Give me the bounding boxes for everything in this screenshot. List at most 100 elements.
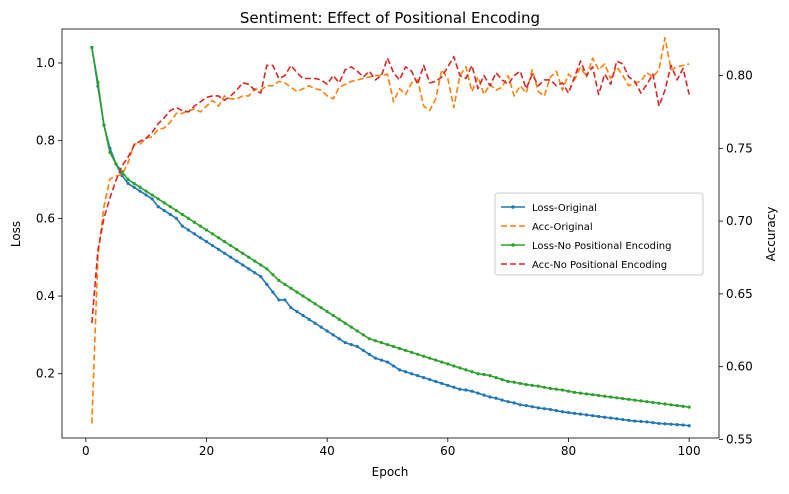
series-point-2 [428, 356, 432, 360]
series-point-2 [669, 403, 673, 407]
series-line-1 [91, 36, 690, 424]
series-point-0 [259, 275, 263, 279]
series-point-2 [295, 290, 299, 294]
series-point-0 [180, 224, 184, 228]
series-point-0 [494, 396, 498, 400]
series-point-0 [639, 419, 643, 424]
series-point-2 [488, 374, 492, 378]
series-point-0 [373, 356, 378, 360]
series-point-2 [216, 236, 221, 240]
series-point-0 [500, 398, 504, 402]
series-point-2 [681, 404, 685, 408]
series-point-0 [253, 271, 257, 275]
series-point-0 [204, 240, 209, 244]
y-tick-label-right: 0.55 [726, 432, 753, 446]
series-point-2 [162, 201, 166, 205]
series-point-0 [554, 409, 559, 413]
series-point-0 [458, 387, 462, 391]
plot-frame [61, 28, 720, 439]
series-point-0 [518, 403, 522, 407]
series-point-2 [422, 354, 426, 358]
series-point-2 [90, 45, 94, 50]
legend-marker [511, 205, 515, 209]
series-point-0 [403, 370, 408, 374]
series-point-0 [132, 185, 136, 189]
series-point-2 [204, 228, 209, 232]
series-point-0 [566, 410, 571, 415]
series-point-2 [186, 216, 190, 220]
series-point-0 [434, 379, 438, 384]
series-point-0 [542, 407, 546, 411]
series-point-2 [464, 368, 468, 372]
series-point-0 [379, 358, 384, 362]
series-point-0 [584, 413, 589, 417]
series-point-0 [289, 306, 293, 310]
legend: Loss-Original Acc-Original Loss-No Positio… [494, 192, 704, 276]
series-point-2 [657, 401, 661, 405]
series-point-2 [663, 402, 667, 406]
series-point-0 [591, 414, 595, 418]
series-point-2 [591, 393, 595, 397]
y-axis-label-left: Loss [9, 221, 23, 247]
series-point-2 [379, 341, 384, 345]
series-point-2 [132, 181, 136, 185]
series-point-0 [657, 421, 661, 426]
y-tick-label-right: 0.65 [726, 287, 753, 301]
series-point-2 [355, 329, 359, 333]
series-point-0 [621, 417, 625, 422]
series-point-2 [458, 366, 462, 370]
series-point-0 [560, 410, 565, 414]
series-point-0 [681, 423, 685, 427]
series-point-2 [313, 302, 317, 306]
series-point-0 [416, 374, 420, 378]
series-point-0 [663, 422, 667, 426]
series-point-2 [222, 240, 227, 244]
series-point-0 [603, 415, 607, 419]
series-point-2 [168, 205, 172, 209]
series-point-2 [307, 298, 311, 302]
series-point-0 [265, 282, 269, 286]
series-point-0 [241, 263, 245, 267]
series-point-2 [138, 185, 142, 189]
series-point-0 [440, 381, 444, 386]
series-point-0 [482, 393, 486, 397]
chart-title: Sentiment: Effect of Positional Encoding [240, 9, 540, 27]
series-point-2 [645, 400, 649, 404]
series-point-0 [530, 405, 534, 409]
series-point-2 [192, 220, 197, 224]
series-point-0 [651, 421, 655, 425]
x-tick-label: 60 [440, 444, 455, 458]
series-point-2 [96, 80, 100, 85]
series-point-2 [476, 372, 480, 376]
series-point-2 [403, 348, 408, 353]
y-tick-label-right: 0.70 [726, 214, 753, 228]
series-point-0 [235, 259, 239, 263]
y-tick-label-right: 0.80 [726, 69, 753, 83]
series-point-0 [597, 414, 601, 419]
series-point-2 [277, 278, 281, 283]
series-point-0 [615, 417, 619, 421]
series-point-0 [572, 411, 577, 415]
series-point-2 [446, 362, 450, 366]
series-point-0 [192, 232, 197, 236]
series-point-0 [627, 418, 631, 422]
series-point-2 [434, 358, 438, 362]
y-tick-label-left: 0.6 [36, 211, 55, 225]
series-point-2 [603, 394, 607, 398]
series-point-0 [277, 298, 281, 302]
series-point-2 [524, 382, 528, 387]
series-point-0 [319, 325, 323, 329]
series-point-0 [355, 344, 359, 349]
series-point-2 [265, 267, 269, 271]
series-point-0 [506, 400, 510, 404]
series-point-2 [229, 243, 233, 248]
series-point-0 [512, 401, 516, 405]
series-point-2 [627, 397, 631, 401]
ticks-layer: 0 20 40 60 80 100 0.2 0.4 0.6 0.8 1.0 0.55 0.60 0.65 0… [36, 56, 753, 458]
series-point-2 [542, 385, 546, 389]
y-tick-label-right: 0.75 [726, 141, 753, 155]
series-point-2 [548, 386, 552, 391]
series-point-0 [536, 406, 540, 410]
series-point-0 [578, 412, 583, 416]
series-point-2 [470, 370, 474, 374]
